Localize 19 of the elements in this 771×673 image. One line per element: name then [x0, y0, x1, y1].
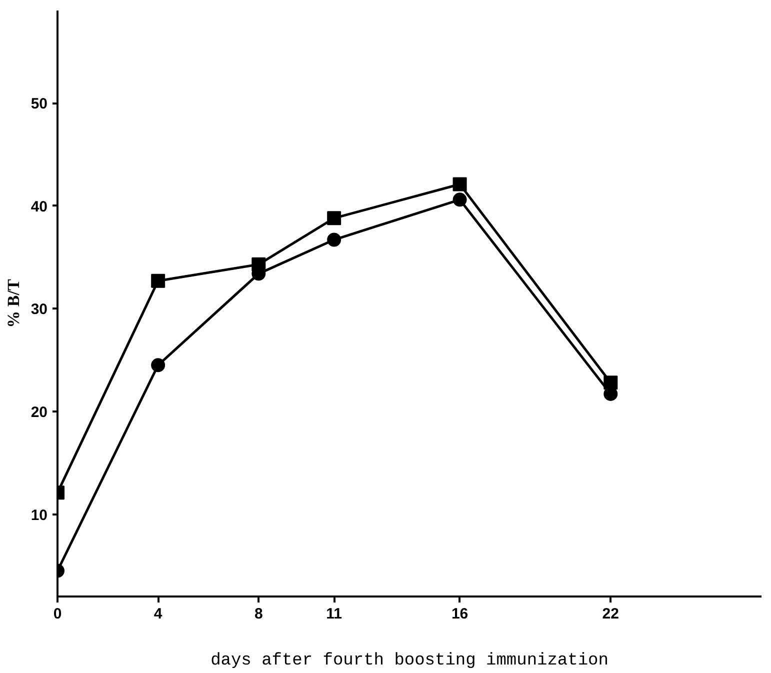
y-tick-label: 20: [30, 404, 48, 421]
point: [327, 211, 342, 226]
x-tick-label: 22: [602, 606, 619, 622]
x-tick-label: 16: [451, 606, 468, 622]
y-tick-label: 50: [30, 96, 48, 113]
point: [327, 232, 342, 247]
point: [151, 274, 166, 288]
x-tick-label: 11: [326, 606, 342, 622]
y-tick-label: 10: [30, 506, 48, 524]
y-axis-title: % B/T: [4, 278, 23, 328]
x-axis-title: days after fourth boosting immunization: [210, 652, 608, 670]
point: [452, 177, 467, 192]
x-tick-label: 8: [254, 606, 263, 622]
y-tick-label: 40: [30, 198, 48, 216]
x-tick-label: 4: [154, 606, 163, 622]
point: [151, 358, 166, 372]
y-tick-label: 30: [30, 301, 48, 318]
x-tick-label: 0: [53, 606, 62, 622]
point: [452, 192, 467, 207]
